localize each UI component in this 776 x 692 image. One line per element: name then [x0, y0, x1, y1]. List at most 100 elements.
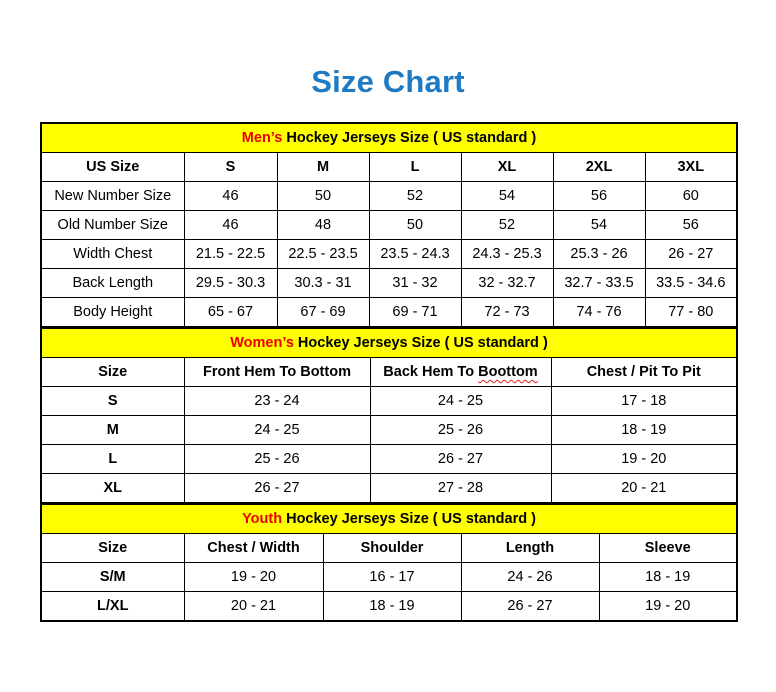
womens-row-label-2: L [40, 444, 185, 474]
mens-cell-1-5: 56 [644, 210, 738, 240]
womens-col-header-0: Size [40, 357, 185, 387]
mens-band-row: Men’s Hockey Jerseys Size ( US standard … [40, 122, 738, 153]
mens-row-label-2: Width Chest [40, 239, 185, 269]
mens-cell-0-0: 46 [183, 181, 278, 211]
womens-cell-1-1: 25 - 26 [369, 415, 552, 445]
page-title: Size Chart [311, 64, 465, 99]
mens-cell-1-0: 46 [183, 210, 278, 240]
table-row: XL 26 - 27 27 - 28 20 - 21 [40, 473, 738, 504]
mens-cell-0-4: 56 [552, 181, 646, 211]
youth-row-label-0: S/M [40, 562, 185, 592]
table-row: L 25 - 26 26 - 27 19 - 20 [40, 444, 738, 474]
womens-header-row: Size Front Hem To Bottom Back Hem To Boo… [40, 357, 738, 387]
womens-row-label-3: XL [40, 473, 185, 504]
youth-col-header-3: Length [460, 533, 600, 563]
womens-col-header-1: Front Hem To Bottom [183, 357, 371, 387]
mens-cell-2-1: 22.5 - 23.5 [276, 239, 370, 269]
youth-band-accent: Youth [242, 511, 283, 527]
youth-col-header-4: Sleeve [598, 533, 738, 563]
womens-cell-1-0: 24 - 25 [183, 415, 371, 445]
mens-cell-2-5: 26 - 27 [644, 239, 738, 269]
mens-cell-2-3: 24.3 - 25.3 [460, 239, 554, 269]
table-row: Width Chest 21.5 - 22.5 22.5 - 23.5 23.5… [40, 239, 738, 269]
table-row: Body Height 65 - 67 67 - 69 69 - 71 72 -… [40, 297, 738, 328]
youth-col-header-2: Shoulder [322, 533, 462, 563]
mens-row-label-3: Back Length [40, 268, 185, 298]
youth-cell-0-0: 19 - 20 [183, 562, 324, 592]
mens-cell-3-4: 32.7 - 33.5 [552, 268, 646, 298]
table-row: S 23 - 24 24 - 25 17 - 18 [40, 386, 738, 416]
womens-col-header-2: Back Hem To Boottom [369, 357, 552, 387]
womens-band-row: Women’s Hockey Jerseys Size ( US standar… [40, 328, 738, 358]
mens-cell-3-3: 32 - 32.7 [460, 268, 554, 298]
mens-row-label-1: Old Number Size [40, 210, 185, 240]
womens-cell-2-1: 26 - 27 [369, 444, 552, 474]
mens-cell-4-0: 65 - 67 [183, 297, 278, 328]
womens-cell-2-0: 25 - 26 [183, 444, 371, 474]
womens-cell-3-0: 26 - 27 [183, 473, 371, 504]
youth-row-label-1: L/XL [40, 591, 185, 622]
mens-cell-4-4: 74 - 76 [552, 297, 646, 328]
mens-row-label-4: Body Height [40, 297, 185, 328]
youth-col-header-1: Chest / Width [183, 533, 324, 563]
womens-band-accent: Women’s [230, 335, 294, 351]
mens-col-header-4: XL [460, 152, 554, 182]
mens-size-table: Men’s Hockey Jerseys Size ( US standard … [40, 122, 739, 328]
womens-cell-2-2: 19 - 20 [550, 444, 738, 474]
mens-cell-0-3: 54 [460, 181, 554, 211]
mens-cell-3-2: 31 - 32 [368, 268, 462, 298]
womens-section-band: Women’s Hockey Jerseys Size ( US standar… [40, 328, 738, 358]
youth-band-rest: Hockey Jerseys Size ( US standard ) [282, 511, 536, 527]
womens-cell-3-2: 20 - 21 [550, 473, 738, 504]
youth-cell-1-2: 26 - 27 [460, 591, 600, 622]
youth-cell-1-3: 19 - 20 [598, 591, 738, 622]
table-row: Old Number Size 46 48 50 52 54 56 [40, 210, 738, 240]
mens-cell-4-5: 77 - 80 [644, 297, 738, 328]
table-row: L/XL 20 - 21 18 - 19 26 - 27 19 - 20 [40, 591, 738, 622]
size-tables-container: Men’s Hockey Jerseys Size ( US standard … [40, 122, 739, 622]
mens-cell-1-4: 54 [552, 210, 646, 240]
womens-size-table: Women’s Hockey Jerseys Size ( US standar… [40, 328, 739, 504]
womens-row-label-0: S [40, 386, 185, 416]
youth-cell-0-1: 16 - 17 [322, 562, 462, 592]
womens-cell-0-1: 24 - 25 [369, 386, 552, 416]
mens-cell-3-5: 33.5 - 34.6 [644, 268, 738, 298]
youth-band-row: Youth Hockey Jerseys Size ( US standard … [40, 504, 738, 534]
mens-section-band: Men’s Hockey Jerseys Size ( US standard … [40, 122, 738, 153]
mens-cell-1-1: 48 [276, 210, 370, 240]
mens-band-accent: Men’s [241, 130, 283, 146]
mens-cell-3-0: 29.5 - 30.3 [183, 268, 278, 298]
mens-cell-1-3: 52 [460, 210, 554, 240]
mens-cell-0-1: 50 [276, 181, 370, 211]
mens-cell-0-5: 60 [644, 181, 738, 211]
womens-col-header-3: Chest / Pit To Pit [550, 357, 738, 387]
mens-cell-2-4: 25.3 - 26 [552, 239, 646, 269]
womens-band-rest: Hockey Jerseys Size ( US standard ) [293, 335, 548, 351]
mens-cell-2-2: 23.5 - 24.3 [368, 239, 462, 269]
mens-col-header-5: 2XL [552, 152, 646, 182]
mens-cell-1-2: 50 [368, 210, 462, 240]
table-row: M 24 - 25 25 - 26 18 - 19 [40, 415, 738, 445]
mens-cell-3-1: 30.3 - 31 [276, 268, 370, 298]
youth-cell-0-3: 18 - 19 [598, 562, 738, 592]
youth-size-table: Youth Hockey Jerseys Size ( US standard … [40, 504, 739, 622]
mens-header-row: US Size S M L XL 2XL 3XL [40, 152, 738, 182]
mens-col-header-3: L [368, 152, 462, 182]
youth-cell-0-2: 24 - 26 [460, 562, 600, 592]
womens-cell-0-0: 23 - 24 [183, 386, 371, 416]
womens-row-label-1: M [40, 415, 185, 445]
mens-cell-4-2: 69 - 71 [368, 297, 462, 328]
mens-col-header-2: M [276, 152, 370, 182]
womens-cell-0-2: 17 - 18 [550, 386, 738, 416]
mens-col-header-1: S [183, 152, 278, 182]
youth-col-header-0: Size [40, 533, 185, 563]
youth-header-row: Size Chest / Width Shoulder Length Sleev… [40, 533, 738, 563]
mens-col-header-0: US Size [40, 152, 185, 182]
mens-row-label-0: New Number Size [40, 181, 185, 211]
mens-cell-0-2: 52 [368, 181, 462, 211]
youth-cell-1-1: 18 - 19 [322, 591, 462, 622]
misspelled-word: Boottom [478, 364, 538, 380]
mens-cell-4-3: 72 - 73 [460, 297, 554, 328]
youth-cell-1-0: 20 - 21 [183, 591, 324, 622]
